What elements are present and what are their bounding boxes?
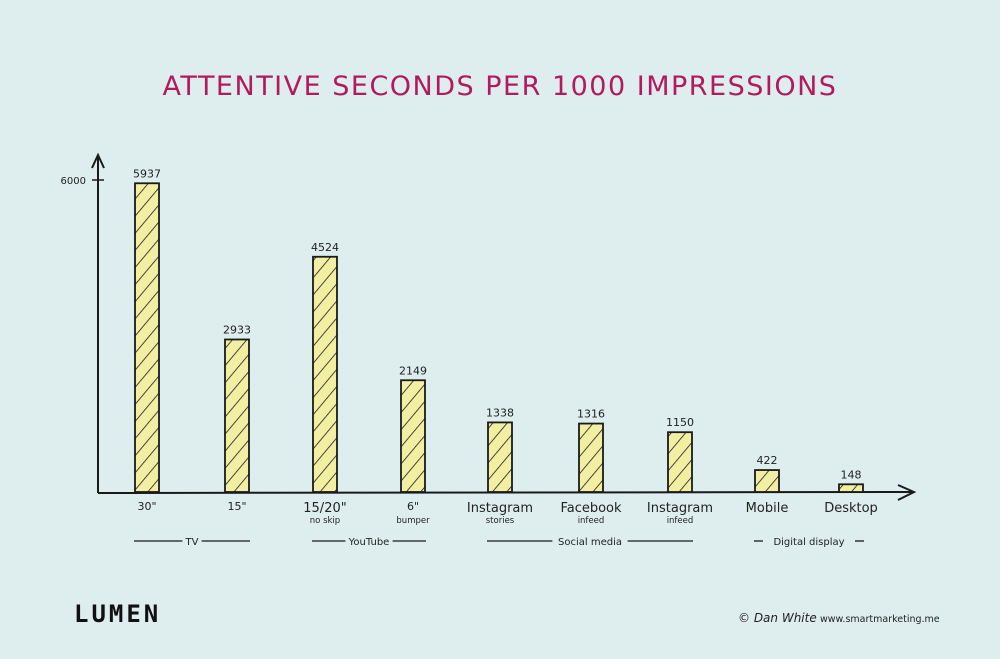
y-tick-label: 6000 [61,176,86,187]
data-label: 2933 [223,323,251,336]
bar [224,338,250,493]
x-tick-label: 6" [407,500,419,513]
lumen-logo: LUMEN [74,600,161,628]
data-label: 4524 [311,241,339,254]
website: www.smartmarketing.me [820,614,940,625]
x-tick-label: Instagram [647,501,713,516]
x-tick-sublabel: infeed [667,516,694,526]
bar [487,421,513,493]
data-label: 5937 [133,167,161,180]
data-label: 148 [841,468,862,481]
data-label: 1150 [666,416,694,429]
group-label: Digital display [773,537,844,548]
bar [667,431,693,493]
group-label: Social media [558,537,622,548]
y-axis-arrow [91,152,105,169]
x-axis-arrow [897,484,917,501]
x-tick-sublabel: bumper [396,516,430,526]
chart-title: ATTENTIVE SECONDS PER 1000 IMPRESSIONS [163,71,838,102]
footer: LUMEN © Dan White www.smartmarketing.me [74,600,940,628]
data-label: 1338 [486,406,514,419]
x-tick-label: Mobile [746,501,789,516]
credit: © Dan White [738,611,817,625]
bar [578,422,604,493]
bar [838,483,864,493]
x-tick-label: 15/20" [303,501,346,516]
group-label: YouTube [348,537,390,548]
data-label: 2149 [399,364,427,377]
data-label: 422 [757,454,778,467]
x-tick-label: 30" [137,500,156,513]
bar [312,255,338,493]
x-tick-sublabel: infeed [578,516,605,526]
x-tick-sublabel: stories [486,516,515,526]
x-tick-sublabel: no skip [310,516,340,526]
group-label: TV [185,537,199,548]
x-tick-label: Desktop [824,501,878,516]
bar [134,182,160,493]
data-label: 1316 [577,408,605,421]
bar [400,379,426,493]
x-tick-label: 15" [227,500,246,513]
x-tick-label: Facebook [560,501,622,516]
x-tick-label: Instagram [467,501,533,516]
bar [754,469,780,493]
